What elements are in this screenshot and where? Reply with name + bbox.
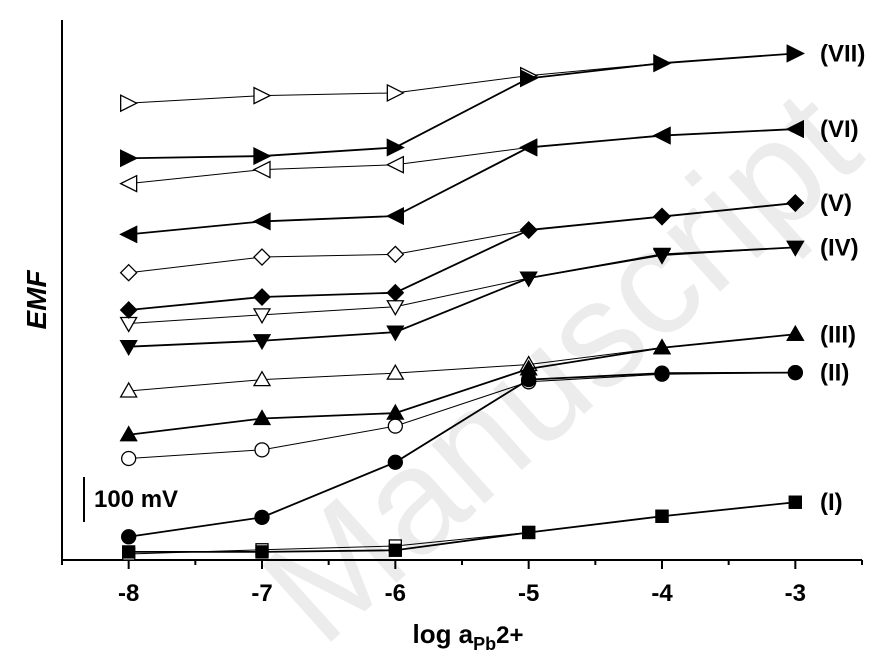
x-axis-label-suffix: 2+ — [496, 622, 523, 649]
series-iv-filled-point — [652, 247, 672, 264]
series-iv-filled-line — [128, 246, 796, 348]
x-tick-label: -3 — [785, 580, 806, 607]
series-iv-open-point — [119, 316, 138, 333]
series-ii-open-point — [254, 442, 270, 458]
series-vi-filled-point — [385, 206, 404, 226]
series-vi-label: (VI) — [820, 116, 859, 143]
series-i-filled-line — [128, 501, 796, 553]
series-iii-filled-point — [786, 324, 805, 341]
series-v-open-point — [253, 248, 271, 266]
series-vi-filled-point — [519, 138, 538, 157]
series-vii-filled-point — [786, 44, 805, 63]
series-i-filled-point — [388, 543, 402, 557]
series-iv-label: (IV) — [820, 234, 859, 261]
series-vi-open-point — [252, 160, 271, 179]
series-iii-open-point — [252, 370, 272, 387]
series-i-label: (I) — [820, 489, 843, 516]
series-vi-filled-point — [785, 120, 804, 139]
series-vi-open-point — [385, 155, 404, 174]
series-vii-open-point — [386, 83, 405, 102]
series-i-filled-point — [522, 525, 536, 540]
series-iii-filled-line — [128, 333, 796, 436]
series-ii-filled-point — [654, 365, 670, 381]
series-iii-label: (III) — [820, 321, 856, 348]
x-axis-label: log aPb2+ — [412, 619, 523, 654]
series-iii-open-point — [119, 381, 138, 398]
series-ii-filled-point — [121, 529, 137, 545]
series-iv-open-point — [252, 308, 272, 325]
series-v-filled-point — [253, 288, 271, 306]
series-vii-filled-point — [253, 147, 272, 166]
x-tick-label: -5 — [518, 580, 539, 607]
series-vii-filled-point — [520, 69, 539, 88]
series-iv-open-point — [386, 300, 405, 317]
series-i-filled-point — [255, 545, 269, 559]
series-v-filled-point — [786, 194, 805, 212]
series-iv-filled-point — [252, 334, 272, 351]
series-vi-filled-line — [128, 128, 796, 236]
series-iv-filled-point — [119, 340, 138, 357]
series-v-filled-point — [653, 207, 671, 226]
series-vii-filled-point — [120, 149, 139, 168]
series-iii-open-point — [386, 363, 405, 380]
series-vi-filled-point — [119, 225, 138, 244]
series-i-filled-point — [655, 509, 669, 523]
series-vi-filled-point — [652, 126, 671, 145]
plot-area: -8 -7 -6 -5 -4 -3 (I) (II) (III) (IV) (V) (VI) (VII) — [61, 20, 865, 607]
series-vi-open-point — [119, 174, 138, 193]
series-v-filled-line — [128, 202, 796, 311]
series-ii-filled-point — [254, 509, 270, 525]
x-tick-label: -8 — [118, 580, 139, 607]
series-ii-label: (II) — [820, 360, 849, 387]
series-ii-filled-point — [387, 454, 403, 470]
watermark-text: Manuscript — [231, 58, 883, 660]
series-vii-open-point — [120, 94, 139, 113]
series-i-filled-point — [122, 545, 136, 559]
series-iii-filled-point — [519, 359, 538, 376]
series-v-filled-point — [119, 301, 138, 319]
series-iv-filled-point — [786, 240, 805, 257]
series-vii-filled-line — [128, 52, 796, 160]
series-iii-filled-point — [386, 403, 405, 420]
series-ii-filled-line — [128, 371, 796, 538]
series-i-filled-point — [788, 495, 802, 509]
x-axis-label-base: log a — [412, 619, 473, 649]
series-v-open-point — [386, 245, 405, 264]
series-vii-open-point — [253, 86, 272, 105]
series-ii-open-point — [121, 450, 137, 467]
scale-bar-label: 100 mV — [94, 486, 178, 513]
series-vii-label: (VII) — [820, 40, 865, 67]
series-iii-filled-point — [652, 338, 672, 355]
series-vii-filled-point — [386, 138, 405, 157]
series-iii-filled-point — [252, 409, 272, 426]
series-v-filled-point — [519, 221, 538, 239]
x-axis-label-subscript: Pb — [473, 634, 496, 654]
series-iv-filled-point — [386, 325, 405, 342]
series-v-label: (V) — [820, 190, 852, 217]
x-tick-label: -6 — [385, 580, 406, 607]
series-iv-filled-point — [519, 271, 538, 288]
series-v-open-point — [119, 263, 138, 282]
series-iii-filled-point — [119, 425, 138, 442]
series-vii-filled-point — [653, 54, 672, 73]
series-v-filled-point — [386, 283, 405, 302]
series-ii-open-point — [387, 418, 403, 434]
y-axis-label: EMF — [21, 270, 52, 330]
series-ii-filled-point — [787, 364, 803, 381]
series-vi-filled-point — [252, 212, 271, 231]
x-tick-label: -4 — [651, 580, 673, 607]
x-tick-label: -7 — [251, 580, 272, 607]
